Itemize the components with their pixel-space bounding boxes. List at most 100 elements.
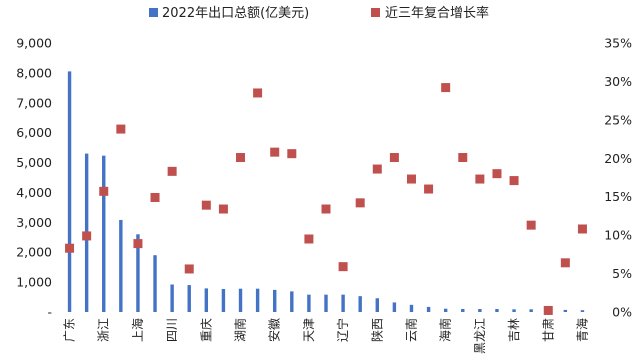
right-axis: 0% 5% 10% 15% 20% 25% 30% 35% (604, 36, 632, 320)
growth-point (65, 243, 75, 253)
growth-point (475, 174, 485, 184)
left-tick-label: 9,000 (16, 36, 52, 51)
bar (67, 71, 72, 312)
bar (136, 234, 140, 312)
bar (529, 309, 533, 312)
growth-point (270, 147, 280, 157)
category-label: 天津 (302, 318, 316, 342)
category-label: 陕西 (369, 318, 384, 342)
growth-point (543, 305, 553, 315)
bar (443, 308, 448, 312)
bar (273, 289, 277, 312)
left-tick-label: 2,000 (16, 245, 52, 260)
growth-point (492, 169, 502, 179)
growth-point (441, 83, 451, 93)
growth-point (287, 149, 297, 159)
legend: 2022年出口总额(亿美元) 近三年复合增长率 (149, 5, 489, 21)
bar (426, 306, 431, 312)
growth-point (116, 124, 126, 134)
bar (170, 284, 174, 312)
growth-point (424, 184, 434, 194)
bar (358, 296, 362, 312)
left-tick-label: 8,000 (16, 65, 52, 80)
category-axis: 广东 浙江 上海 四川 重庆 湖南 安徽 天津 辽宁 陕西 云南 海南 黑龙江 吉林 甘肃 青海 (63, 318, 590, 354)
growth-point (372, 164, 382, 174)
bar (495, 309, 499, 312)
bar (221, 288, 226, 312)
bar (392, 302, 397, 312)
bar (341, 294, 345, 312)
growth-point (236, 153, 246, 163)
right-tick-label: 5% (612, 266, 632, 281)
growth-point (150, 192, 160, 202)
growth-point (184, 264, 194, 274)
legend-swatch-growth (371, 8, 380, 17)
left-tick-label: 5,000 (16, 155, 52, 170)
growth-point (218, 204, 228, 214)
growth-point (133, 239, 143, 249)
left-tick-label: 7,000 (16, 95, 52, 110)
left-tick-label: 4,000 (16, 185, 52, 200)
bar (119, 219, 123, 312)
growth-point (321, 204, 331, 214)
category-label: 浙江 (97, 318, 111, 342)
category-label: 安徽 (267, 318, 282, 342)
bar (375, 298, 379, 312)
legend-label-exports: 2022年出口总额(亿美元) (162, 6, 309, 21)
bar (238, 288, 243, 312)
bar (204, 288, 209, 312)
bar (307, 294, 311, 312)
category-label: 海南 (438, 318, 453, 342)
growth-point (509, 176, 519, 186)
left-tick-label: 1,000 (16, 275, 52, 290)
growth-point (338, 262, 348, 272)
growth-point (304, 234, 314, 244)
legend-label-growth: 近三年复合增长率 (385, 5, 489, 21)
category-label: 青海 (574, 318, 589, 342)
bar (461, 309, 465, 312)
right-tick-label: 35% (604, 36, 632, 51)
bar (512, 309, 516, 312)
category-label: 重庆 (199, 318, 213, 342)
category-label: 吉林 (507, 318, 521, 342)
legend-swatch-exports (149, 8, 158, 17)
category-label: 湖南 (233, 318, 248, 342)
left-axis: - 1,000 2,000 3,000 4,000 5,000 6,000 7,000 8,00… (16, 36, 52, 320)
bar (478, 309, 482, 312)
category-label: 上海 (130, 318, 145, 342)
right-tick-label: 15% (604, 189, 632, 204)
bar (563, 309, 568, 312)
right-tick-label: 10% (604, 228, 632, 243)
growth-point (406, 174, 416, 184)
right-tick-label: 25% (604, 112, 632, 127)
category-label: 黑龙江 (473, 318, 487, 354)
growth-point (201, 200, 211, 210)
growth-point (560, 258, 570, 268)
category-label: 广东 (63, 318, 77, 342)
left-tick-label: - (47, 305, 52, 320)
category-label: 辽宁 (335, 318, 350, 342)
bar-series-exports (67, 71, 585, 312)
growth-point (99, 186, 109, 196)
right-tick-label: 20% (604, 151, 632, 166)
growth-point (355, 198, 365, 208)
growth-point (389, 153, 399, 163)
right-tick-label: 0% (612, 305, 632, 320)
category-label: 云南 (403, 318, 418, 342)
bar (580, 310, 585, 312)
bar (187, 285, 191, 312)
growth-point (253, 88, 263, 98)
bar (102, 155, 106, 312)
scatter-series-growth (65, 83, 587, 315)
category-label: 四川 (165, 318, 179, 342)
bar (409, 304, 414, 312)
bar (255, 288, 260, 312)
growth-point (167, 166, 177, 176)
bar (153, 255, 157, 312)
bar (324, 294, 328, 312)
growth-point (458, 153, 468, 163)
left-tick-label: 3,000 (16, 215, 52, 230)
growth-point (526, 220, 536, 230)
left-tick-label: 6,000 (16, 125, 52, 140)
